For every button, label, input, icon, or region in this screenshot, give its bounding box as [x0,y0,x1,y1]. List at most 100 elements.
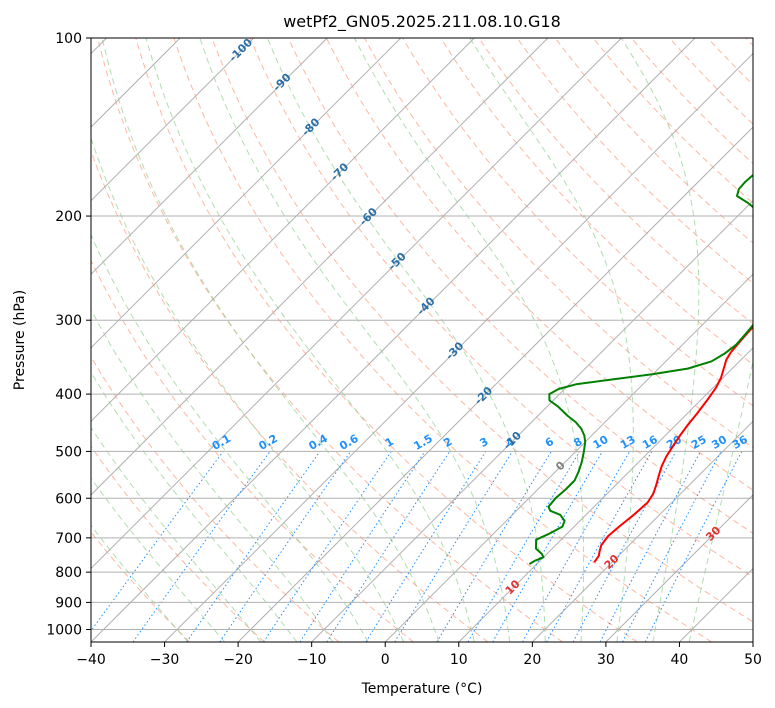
mixing-ratio-line [263,451,392,642]
mixing-ratio-label: 0.1 [210,432,233,453]
x-tick-label: −30 [150,652,180,668]
temperature-profile [593,325,753,563]
mixing-ratio-line [492,451,603,642]
isotherm-line [752,641,753,642]
mixing-ratio-label: 1 [383,435,396,450]
y-tick-label: 300 [55,313,82,329]
isotherm-line [91,38,549,496]
x-tick-label: 50 [744,652,762,668]
dry-adiabat [91,531,190,642]
mixing-ratio-label: 13 [618,433,638,452]
dry-adiabat [91,149,489,642]
x-tick-label: 0 [381,652,390,668]
pressure-gridlines [91,38,753,630]
dry-adiabat [91,259,414,642]
isotherm-line [91,38,402,349]
isotherm-label: 30 [703,524,723,544]
mixing-ratio-line [299,451,426,642]
mixing-ratio-label: 36 [730,433,750,452]
mixing-ratio-line [132,451,271,642]
mixing-ratio-label: 6 [543,435,556,450]
dry-adiabat [516,38,753,284]
dry-adiabat [325,38,753,491]
mixing-ratio-line [572,451,677,642]
mixing-ratio-line [326,451,451,642]
x-tick-label: −10 [297,652,327,668]
mixing-ratio-label: 1.5 [411,432,434,453]
dry-adiabat [669,38,753,125]
mixing-ratio-line [365,451,487,642]
moist-adiabat [91,426,262,642]
moist-adiabat [91,136,405,642]
isotherm-line [531,420,753,642]
dry-adiabat [554,38,753,244]
isotherm-line [679,567,753,642]
mixing-ratio-label: 16 [640,433,660,452]
moist-adiabat [91,371,298,642]
mixing-ratio-line [436,451,552,642]
moist-adiabat [620,38,700,642]
moist-adiabat [91,524,189,642]
y-tick-label: 400 [55,387,82,403]
dry-adiabat [173,38,712,642]
isotherm-line [605,494,753,642]
mixing-ratio-line [522,451,631,642]
y-tick-label: 200 [55,209,82,225]
moist-adiabat [91,233,369,642]
x-axis-title: Temperature (°C) [361,681,483,697]
mixing-ratio-label: 3 [477,435,490,450]
isotherm-line [91,38,255,202]
axes: −40 −30 −20 −10 0 10 20 30 40 5010020030040050060… [46,31,762,668]
mixing-ratio-line [219,451,352,642]
y-tick-label: 500 [55,444,82,460]
x-tick-label: 30 [597,652,615,668]
y-axis-title: Pressure (hPa) [12,290,28,390]
dry-adiabat [402,38,753,407]
moist-adiabat [199,38,511,642]
y-tick-label: 800 [55,565,82,581]
mixing-ratio-line [644,451,743,642]
isotherm-line [91,38,622,570]
isotherm-line [91,38,696,642]
chart-title: wetPf2_GN05.2025.211.08.10.G18 [283,12,561,32]
dry-adiabat [91,355,340,642]
dry-adiabat [364,38,753,449]
mixing-ratio-line [467,451,581,642]
mixing-ratio-label: 10 [591,433,611,452]
moist-adiabat [101,38,440,642]
moist-adiabat [145,38,475,642]
moist-adiabat [266,38,546,642]
moist-adiabat [688,359,753,642]
moist-adiabat [469,38,634,642]
dry-adiabat [631,38,753,165]
moist-adiabat [91,477,225,642]
x-tick-label: 10 [450,652,468,668]
dry-adiabat [211,38,753,623]
dry-adiabat [287,38,753,534]
isotherm-line [91,38,475,423]
dry-adiabat [745,38,753,47]
mixing-ratio-line [91,451,224,632]
isotherm-line [311,199,753,642]
isotherm-line [458,347,753,642]
dry-adiabat [592,38,753,204]
x-tick-label: 40 [671,652,689,668]
y-tick-label: 1000 [46,622,82,638]
mixing-ratio-label: 25 [689,433,709,452]
background-lines [91,38,753,642]
dry-adiabat [135,38,638,642]
x-tick-label: 20 [523,652,541,668]
moist-adiabat [354,38,585,642]
plot-frame [90,37,754,643]
isotherm-line [91,38,328,275]
mixing-ratio-line [599,451,702,642]
dry-adiabat [91,445,265,642]
y-tick-label: 100 [55,31,82,47]
mixing-ratio-label: 8 [571,435,584,450]
isotherm-line [384,273,753,642]
mixing-ratio-line [546,451,653,642]
x-tick-label: −40 [76,652,106,668]
y-tick-label: 600 [55,491,82,507]
isotherm-line [237,126,753,642]
